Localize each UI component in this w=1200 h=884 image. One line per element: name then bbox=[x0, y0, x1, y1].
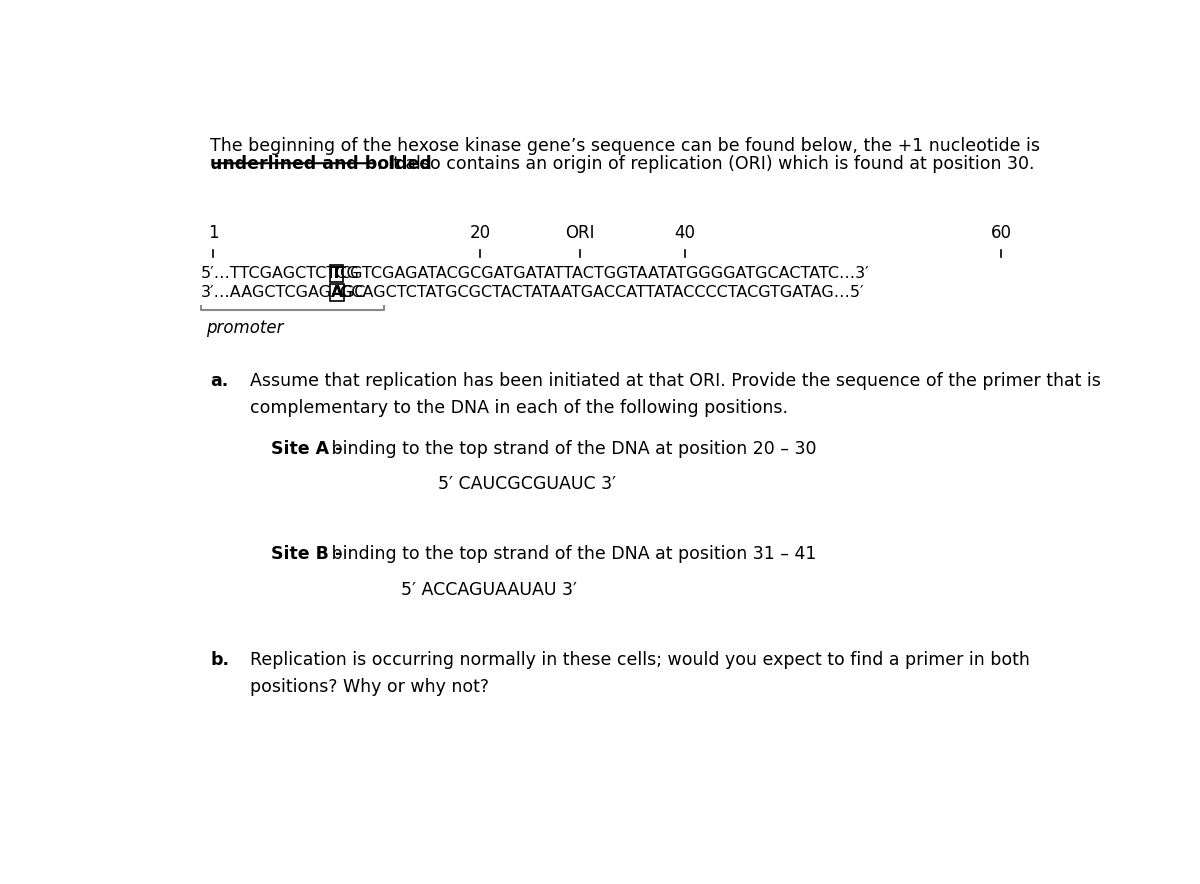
Text: GCAGCTCTATGCGCTACTATAATGACCATTATACCCCTACGTGATAG…5′: GCAGCTCTATGCGCTACTATAATGACCATTATACCCCTAC… bbox=[340, 286, 864, 300]
Text: 5′ CAUCGCGUAUC 3′: 5′ CAUCGCGUAUC 3′ bbox=[438, 475, 617, 493]
Text: binding to the top strand of the DNA at position 31 – 41: binding to the top strand of the DNA at … bbox=[326, 545, 816, 563]
Text: 20: 20 bbox=[469, 225, 491, 242]
Text: A: A bbox=[331, 286, 343, 300]
Text: Site B -: Site B - bbox=[271, 545, 342, 563]
Text: 1: 1 bbox=[208, 225, 218, 242]
Text: 60: 60 bbox=[990, 225, 1012, 242]
Text: . It also contains an origin of replication (ORI) which is found at position 30.: . It also contains an origin of replicat… bbox=[377, 155, 1034, 173]
Text: 3′…AAGCTCGAGAGC: 3′…AAGCTCGAGAGC bbox=[202, 286, 366, 300]
Text: ORI: ORI bbox=[565, 225, 594, 242]
Text: The beginning of the hexose kinase gene’s sequence can be found below, the +1 nu: The beginning of the hexose kinase gene’… bbox=[210, 137, 1040, 155]
Text: Replication is occurring normally in these cells; would you expect to find a pri: Replication is occurring normally in the… bbox=[250, 651, 1030, 668]
Text: b.: b. bbox=[210, 651, 229, 668]
Text: 5′…TTCGAGCTCTCG: 5′…TTCGAGCTCTCG bbox=[202, 266, 360, 281]
Text: binding to the top strand of the DNA at position 20 – 30: binding to the top strand of the DNA at … bbox=[326, 439, 816, 458]
Text: complementary to the DNA in each of the following positions.: complementary to the DNA in each of the … bbox=[250, 399, 787, 416]
Text: Site A -: Site A - bbox=[271, 439, 342, 458]
Text: underlined and bolded: underlined and bolded bbox=[210, 155, 432, 173]
Text: promoter: promoter bbox=[206, 319, 283, 337]
Text: a.: a. bbox=[210, 371, 229, 390]
Text: positions? Why or why not?: positions? Why or why not? bbox=[250, 678, 488, 696]
Text: 5′ ACCAGUAAUAU 3′: 5′ ACCAGUAAUAU 3′ bbox=[401, 581, 577, 598]
Text: 40: 40 bbox=[674, 225, 695, 242]
Text: CGTCGAGATACGCGATGATATTACTGGTAATATGGGGATGCACTATC…3′: CGTCGAGATACGCGATGATATTACTGGTAATATGGGGATG… bbox=[340, 266, 869, 281]
Text: Assume that replication has been initiated at that ORI. Provide the sequence of : Assume that replication has been initiat… bbox=[250, 371, 1100, 390]
Text: T: T bbox=[331, 266, 342, 281]
